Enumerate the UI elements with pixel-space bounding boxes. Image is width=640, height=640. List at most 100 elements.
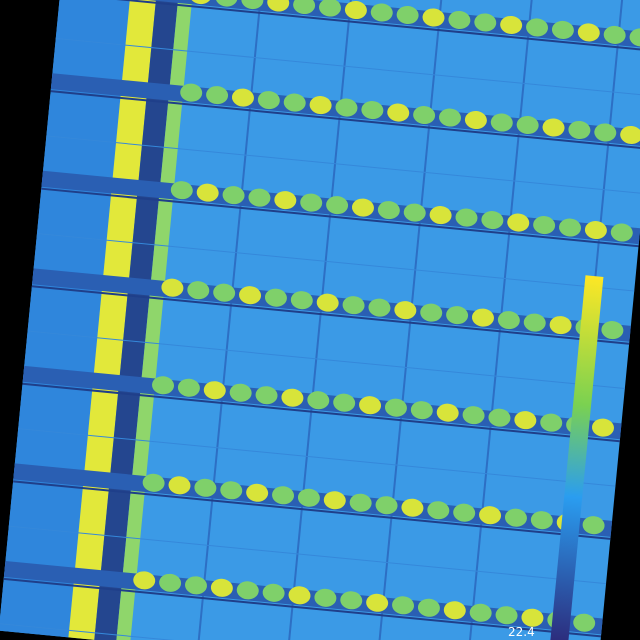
row-edge [13, 480, 611, 540]
hot-spot [239, 286, 262, 305]
hot-spot [159, 573, 182, 592]
hot-spot [229, 383, 252, 402]
hot-spot [413, 106, 436, 125]
hot-spot [283, 93, 306, 112]
hot-spot [392, 596, 415, 615]
hot-spot [196, 183, 219, 202]
hot-spot [601, 321, 624, 340]
hot-spot [584, 221, 607, 240]
hot-spot [603, 25, 626, 44]
hot-spot [479, 506, 502, 525]
hot-spot [443, 601, 466, 620]
hot-spot [394, 301, 417, 320]
hot-spot [488, 408, 511, 427]
hot-spot [349, 493, 372, 512]
hot-spot [629, 28, 640, 47]
hot-spot [504, 508, 527, 527]
hot-spot [314, 588, 337, 607]
hot-spot [133, 571, 156, 590]
hot-spot [474, 13, 497, 32]
hot-spot [142, 473, 165, 492]
hot-spot [422, 8, 445, 27]
hot-spot [326, 196, 349, 215]
hot-spot [180, 83, 203, 102]
hot-spot [246, 483, 269, 502]
hot-spot [540, 413, 563, 432]
hot-spot [551, 20, 574, 39]
hot-spot [177, 378, 200, 397]
row-edge [22, 382, 620, 443]
hot-spot [241, 0, 264, 10]
hot-spot [170, 181, 193, 200]
row-edge [31, 285, 630, 345]
hot-spot [222, 186, 245, 205]
hot-spot [427, 501, 450, 520]
hot-spot [281, 388, 304, 407]
hot-spot [507, 213, 530, 232]
hot-spot [523, 313, 546, 332]
hot-spot [370, 3, 393, 22]
hot-spot [533, 216, 556, 235]
hot-spot [351, 198, 374, 217]
hot-spot [267, 0, 290, 12]
hot-spot [203, 381, 226, 400]
row-edge [3, 577, 602, 638]
hot-spot [455, 208, 478, 227]
hot-spot [375, 496, 398, 515]
cell-line [27, 330, 625, 390]
hot-spot [410, 401, 433, 420]
hot-spot [481, 211, 504, 230]
hot-spot [297, 488, 320, 507]
hot-spot [387, 103, 410, 122]
row-edge [50, 90, 640, 150]
hot-spot [559, 218, 581, 237]
hot-spot [403, 203, 426, 222]
hot-spot [335, 98, 358, 117]
hot-spot [316, 293, 339, 312]
hot-spot [288, 586, 311, 605]
hot-spot [300, 193, 323, 212]
hot-spot [307, 391, 330, 410]
hot-spot [377, 201, 400, 220]
hot-spot [293, 0, 316, 15]
hot-spot [526, 18, 549, 37]
hot-spot [439, 108, 461, 127]
hot-spot [185, 576, 207, 595]
hot-spot [417, 598, 440, 617]
hot-spot [495, 606, 518, 625]
cell-line [55, 37, 640, 97]
hot-spot [577, 23, 600, 42]
cell-line [36, 232, 635, 292]
hot-spot [436, 403, 459, 422]
hot-spot [448, 10, 471, 29]
hot-spot [396, 5, 419, 25]
hot-spot [366, 593, 389, 612]
hot-spot [187, 281, 210, 300]
hot-spot [420, 303, 443, 322]
hot-spot [401, 498, 424, 517]
cell-line [46, 135, 640, 194]
hot-spot [272, 486, 295, 505]
hot-spot [530, 511, 553, 530]
hot-spot [210, 578, 233, 597]
hot-spot [610, 223, 633, 242]
hot-spot [215, 0, 238, 7]
colorbar-min-label: 22.4 [508, 625, 535, 639]
hot-spot [490, 113, 513, 132]
hot-spot [384, 398, 407, 417]
hot-spot [262, 583, 285, 602]
hot-spot [361, 101, 384, 120]
hot-spot [344, 0, 367, 20]
hot-spot [342, 296, 365, 315]
cell-line [8, 525, 607, 585]
hot-spot [319, 0, 341, 17]
hot-spot [471, 308, 494, 327]
hot-spot [161, 278, 184, 297]
hot-spot [582, 516, 605, 535]
hot-spot [333, 393, 356, 412]
hot-spot [542, 118, 565, 137]
hot-spot [309, 96, 332, 115]
hot-spot [236, 581, 259, 600]
hot-spot [152, 376, 175, 395]
hot-spot [323, 491, 346, 510]
